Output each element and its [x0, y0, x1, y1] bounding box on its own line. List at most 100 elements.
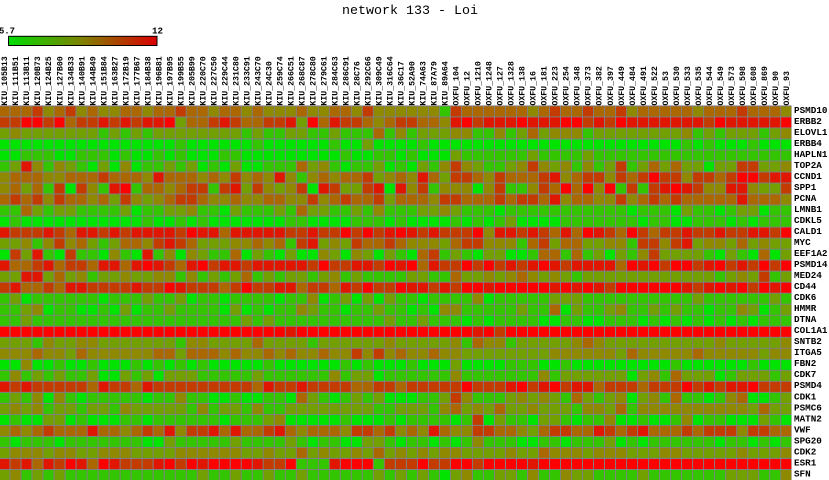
- svg-text:SPG20: SPG20: [794, 435, 822, 446]
- svg-text:KIU_163B27: KIU_163B27: [111, 56, 120, 105]
- svg-text:KIU_144B49: KIU_144B49: [89, 56, 98, 105]
- svg-text:KIU_227C50: KIU_227C50: [210, 56, 219, 105]
- svg-text:KIU_229C44: KIU_229C44: [221, 56, 230, 105]
- svg-text:KIU_316C64: KIU_316C64: [387, 56, 396, 105]
- svg-text:KIU_87A79: KIU_87A79: [431, 61, 440, 105]
- svg-text:OXFU_522: OXFU_522: [651, 66, 660, 105]
- svg-text:MED24: MED24: [794, 270, 822, 281]
- svg-text:KIU_220C70: KIU_220C70: [199, 56, 208, 105]
- svg-text:KIU_266C51: KIU_266C51: [288, 56, 297, 105]
- svg-text:KIU_52A90: KIU_52A90: [409, 61, 418, 105]
- svg-text:5.7: 5.7: [0, 26, 15, 37]
- svg-text:MYC: MYC: [794, 237, 811, 248]
- svg-text:CCND1: CCND1: [794, 171, 822, 182]
- svg-text:CDK2: CDK2: [794, 446, 817, 457]
- svg-text:KIU_140B91: KIU_140B91: [78, 56, 87, 105]
- svg-text:KIU_28C76: KIU_28C76: [354, 61, 363, 105]
- svg-text:OXFU_254: OXFU_254: [563, 66, 572, 105]
- svg-text:HAPLN1: HAPLN1: [794, 149, 828, 160]
- svg-text:OXFU_373: OXFU_373: [585, 66, 594, 105]
- svg-text:KIU_243C70: KIU_243C70: [254, 56, 263, 105]
- svg-text:KIU_292C66: KIU_292C66: [365, 56, 374, 105]
- svg-text:HMMR: HMMR: [794, 303, 817, 314]
- svg-text:KIU_172B19: KIU_172B19: [122, 56, 131, 105]
- svg-text:PSMD4: PSMD4: [794, 380, 822, 391]
- svg-text:OXFU_127: OXFU_127: [497, 66, 506, 105]
- svg-text:SPP1: SPP1: [794, 182, 817, 193]
- svg-text:KIU_286C91: KIU_286C91: [343, 56, 352, 105]
- svg-text:KIU_199B55: KIU_199B55: [177, 56, 186, 105]
- svg-text:KIU_89A64: KIU_89A64: [442, 61, 451, 105]
- svg-text:OXFU_16: OXFU_16: [530, 71, 539, 106]
- svg-text:OXFU_382: OXFU_382: [596, 66, 605, 105]
- svg-text:KIU_124B25: KIU_124B25: [45, 56, 54, 105]
- svg-text:OXFU_1328: OXFU_1328: [508, 61, 517, 105]
- svg-text:OXFU_12: OXFU_12: [464, 71, 473, 106]
- svg-text:MATN2: MATN2: [794, 413, 822, 424]
- svg-text:KIU_205B99: KIU_205B99: [188, 56, 197, 105]
- svg-text:KIU_120B73: KIU_120B73: [34, 56, 43, 105]
- svg-text:OXFU_608: OXFU_608: [750, 66, 759, 105]
- svg-text:ELOVL1: ELOVL1: [794, 127, 828, 138]
- svg-text:OXFU_491: OXFU_491: [640, 66, 649, 105]
- svg-text:KIU_233C91: KIU_233C91: [243, 56, 252, 105]
- svg-text:KIU_196B81: KIU_196B81: [155, 56, 164, 105]
- svg-text:KIU_24C30: KIU_24C30: [265, 61, 274, 105]
- svg-text:KIU_309C49: KIU_309C49: [376, 56, 385, 105]
- svg-text:KIU_111B51: KIU_111B51: [12, 56, 21, 105]
- svg-text:PCNA: PCNA: [794, 193, 817, 204]
- svg-text:OXFU_90: OXFU_90: [772, 71, 781, 106]
- svg-text:KIU_278C80: KIU_278C80: [310, 56, 319, 105]
- svg-text:OXFU_449: OXFU_449: [618, 66, 627, 105]
- svg-text:OXFU_181: OXFU_181: [541, 66, 550, 105]
- svg-text:CD44: CD44: [794, 281, 817, 292]
- svg-text:KIU_259C74: KIU_259C74: [277, 56, 286, 105]
- svg-text:OXFU_1210: OXFU_1210: [475, 61, 484, 105]
- svg-text:KIU_127B00: KIU_127B00: [56, 56, 65, 105]
- svg-text:12: 12: [152, 26, 163, 37]
- svg-text:ITGA5: ITGA5: [794, 347, 822, 358]
- svg-text:PSMD10: PSMD10: [794, 105, 828, 116]
- svg-text:OXFU_223: OXFU_223: [552, 66, 561, 105]
- svg-text:ERBB4: ERBB4: [794, 138, 822, 149]
- svg-text:OXFU_598: OXFU_598: [739, 66, 748, 105]
- svg-text:PSMC6: PSMC6: [794, 402, 822, 413]
- svg-text:OXFU_869: OXFU_869: [761, 66, 770, 105]
- svg-text:OXFU_93: OXFU_93: [783, 71, 792, 106]
- svg-text:TOP2A: TOP2A: [794, 160, 822, 171]
- svg-text:OXFU_535: OXFU_535: [695, 66, 704, 105]
- svg-text:OXFU_573: OXFU_573: [728, 66, 737, 105]
- svg-text:KIU_197B95: KIU_197B95: [166, 56, 175, 105]
- svg-text:OXFU_53: OXFU_53: [662, 71, 671, 106]
- svg-text:network 133 - Loi: network 133 - Loi: [342, 3, 478, 18]
- svg-text:EEF1A2: EEF1A2: [794, 248, 828, 259]
- svg-text:KIU_105B13: KIU_105B13: [1, 56, 10, 105]
- svg-text:KIU_151B84: KIU_151B84: [100, 56, 109, 105]
- svg-text:KIU_279C61: KIU_279C61: [321, 56, 330, 105]
- svg-text:KIU_177B67: KIU_177B67: [133, 56, 142, 105]
- svg-text:OXFU_533: OXFU_533: [684, 66, 693, 105]
- svg-text:OXFU_549: OXFU_549: [717, 66, 726, 105]
- svg-text:OXFU_544: OXFU_544: [706, 66, 715, 105]
- svg-text:OXFU_1248: OXFU_1248: [486, 61, 495, 105]
- svg-text:KIU_284C63: KIU_284C63: [332, 56, 341, 105]
- svg-text:OXFU_104: OXFU_104: [453, 66, 462, 105]
- svg-text:OXFU_484: OXFU_484: [629, 66, 638, 105]
- svg-text:KIU_113B11: KIU_113B11: [23, 56, 32, 105]
- svg-text:KIU_268C87: KIU_268C87: [299, 56, 308, 105]
- svg-text:KIU_184B38: KIU_184B38: [144, 56, 153, 105]
- svg-text:KIU_36C17: KIU_36C17: [398, 61, 407, 105]
- svg-text:ERBB2: ERBB2: [794, 116, 822, 127]
- svg-text:OXFU_138: OXFU_138: [519, 66, 528, 105]
- svg-text:OXFU_397: OXFU_397: [607, 66, 616, 105]
- svg-text:CDK1: CDK1: [794, 391, 817, 402]
- svg-text:OXFU_530: OXFU_530: [673, 66, 682, 105]
- svg-text:LMNB1: LMNB1: [794, 204, 822, 215]
- svg-text:CDK7: CDK7: [794, 369, 816, 380]
- svg-text:KIU_231C80: KIU_231C80: [232, 56, 241, 105]
- svg-text:ESR1: ESR1: [794, 457, 817, 468]
- svg-text:CALD1: CALD1: [794, 226, 822, 237]
- svg-text:KIU_74A63: KIU_74A63: [420, 61, 429, 105]
- svg-text:SNTB2: SNTB2: [794, 336, 822, 347]
- svg-text:VWF: VWF: [794, 424, 811, 435]
